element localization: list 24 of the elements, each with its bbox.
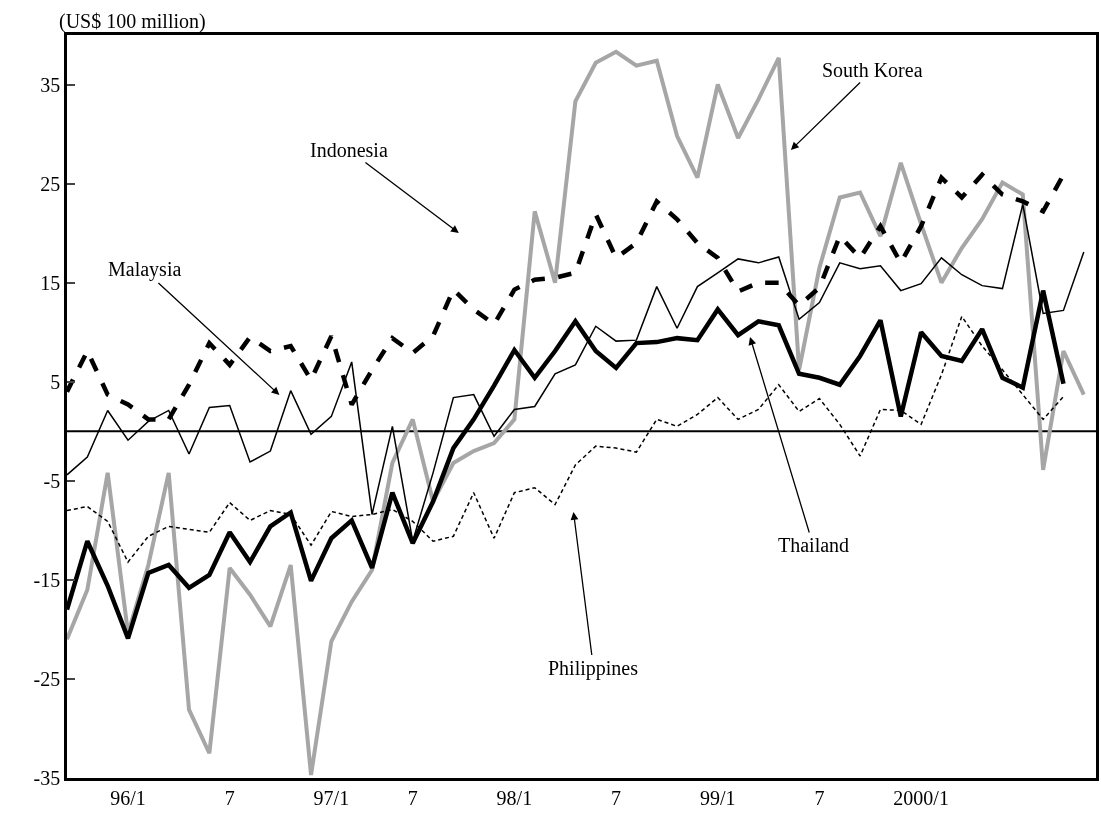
x-tick-label: 7 — [407, 786, 418, 809]
x-tick-label: 2000/1 — [893, 786, 949, 809]
y-tick-label: -25 — [33, 667, 61, 690]
y-tick-label: -35 — [33, 767, 61, 789]
y-tick-label: 25 — [40, 172, 61, 195]
x-tick-label: 96/1 — [110, 786, 146, 809]
y-tick-label: 5 — [50, 370, 61, 393]
annotation: Malaysia — [108, 258, 182, 281]
annotation: Philippines — [548, 657, 639, 680]
annotation: Thailand — [778, 534, 850, 556]
x-tick-label: 7 — [611, 786, 622, 809]
x-tick-label: 99/1 — [699, 786, 736, 809]
x-tick-label: 98/1 — [496, 786, 533, 809]
x-tick-label: 7 — [814, 786, 825, 809]
y-tick-label: -5 — [43, 469, 61, 492]
annotation: Indonesia — [310, 139, 388, 161]
line-series — [67, 49, 1086, 778]
x-tick-label: 7 — [224, 786, 235, 809]
y-tick-label: 15 — [40, 271, 61, 294]
y-axis-title: (US$ 100 million) — [59, 10, 206, 33]
y-tick-label: -15 — [33, 568, 61, 591]
y-tick-label: 35 — [40, 73, 61, 96]
annotation: South Korea — [822, 59, 923, 81]
x-tick-label: 97/1 — [313, 786, 350, 809]
